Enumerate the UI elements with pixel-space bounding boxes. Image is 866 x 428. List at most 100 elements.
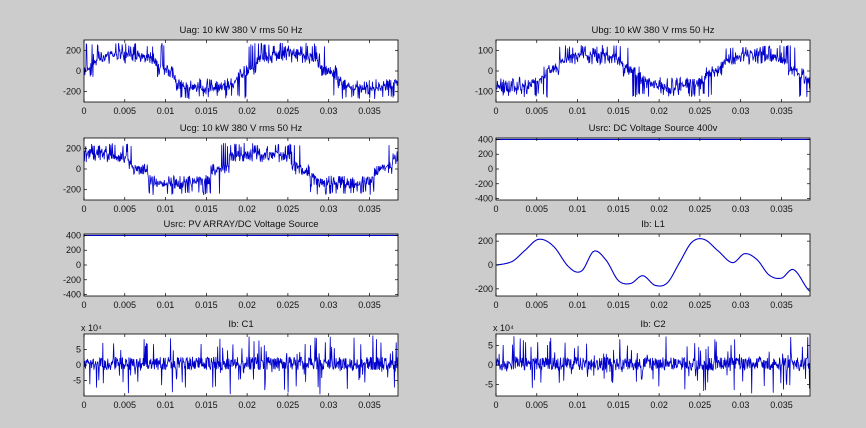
x-tick-label: 0.03 <box>320 300 338 310</box>
x-tick-label: 0.03 <box>320 204 338 214</box>
x-tick-label: 0 <box>493 204 498 214</box>
y-tick-label: 5 <box>76 345 81 355</box>
x-tick-label: 0.025 <box>689 400 712 410</box>
x-tick-label: 0.02 <box>238 106 256 116</box>
x-tick-label: 0.03 <box>320 106 338 116</box>
x-tick-label: 0.015 <box>195 300 218 310</box>
series-line <box>84 142 398 196</box>
y-tick-label: 0 <box>488 360 493 370</box>
x-tick-label: 0 <box>81 300 86 310</box>
x-tick-label: 0.015 <box>195 400 218 410</box>
x-tick-label: 0.03 <box>732 204 750 214</box>
series-line <box>496 336 810 394</box>
x-tick-label: 0.005 <box>114 400 137 410</box>
y-tick-label: -200 <box>63 87 81 97</box>
x-tick-label: 0.01 <box>157 106 175 116</box>
x-tick-label: 0 <box>493 400 498 410</box>
y-tick-label: -5 <box>485 379 493 389</box>
x-tick-label: 0.02 <box>650 106 668 116</box>
plot-area <box>496 40 810 102</box>
subplot-title: Usrc: PV ARRAY/DC Voltage Source <box>163 219 318 230</box>
x-tick-label: 0.005 <box>114 106 137 116</box>
y-tick-label: -200 <box>475 284 493 294</box>
y-tick-label: -400 <box>63 290 81 300</box>
x-tick-label: 0.01 <box>157 300 175 310</box>
x-tick-label: 0.01 <box>569 400 587 410</box>
y-tick-label: 0 <box>76 66 81 76</box>
x-tick-label: 0.03 <box>732 300 750 310</box>
y-tick-label: 0 <box>76 164 81 174</box>
x-tick-label: 0.025 <box>689 204 712 214</box>
x-tick-label: 0.025 <box>689 106 712 116</box>
subplot-title: Ib: C1 <box>228 319 253 330</box>
subplot-usrc-dc: 0 0.005 0.01 0.015 0.02 0.025 0.03 0.035 -400 -20… <box>475 123 811 214</box>
subplot-ubg: 0 0.005 0.01 0.015 0.02 0.025 0.03 0.035-100010… <box>475 25 811 116</box>
subplot-title: Ucg: 10 kW 380 V rms 50 Hz <box>180 123 303 134</box>
subplot-ib-c1: 0 0.005 0.01 0.015 0.02 0.025 0.03 0.035 -5 0 5 Ib:… <box>73 319 399 410</box>
plot-area <box>496 234 810 296</box>
x-tick-label: 0.035 <box>358 400 381 410</box>
x-tick-label: 0.01 <box>157 204 175 214</box>
y-tick-label: 400 <box>478 134 493 144</box>
x-tick-label: 0 <box>493 106 498 116</box>
plot-area <box>496 138 810 200</box>
y-tick-label: 0 <box>76 360 81 370</box>
x-tick-label: 0 <box>81 400 86 410</box>
subplot-title: Usrc: DC Voltage Source 400v <box>589 123 718 134</box>
y-tick-label: 200 <box>478 149 493 159</box>
x-tick-label: 0 <box>493 300 498 310</box>
x-tick-label: 0.015 <box>607 204 630 214</box>
series-line <box>84 42 398 100</box>
y-tick-label: -400 <box>475 194 493 204</box>
x-tick-label: 0.035 <box>770 106 793 116</box>
x-tick-label: 0.005 <box>526 106 549 116</box>
x-tick-label: 0.035 <box>770 400 793 410</box>
x-tick-label: 0.03 <box>732 106 750 116</box>
subplot-title: Ubg: 10 kW 380 V rms 50 Hz <box>591 25 714 36</box>
exponent-label: x 10⁴ <box>81 323 102 333</box>
x-tick-label: 0.03 <box>320 400 338 410</box>
x-tick-label: 0.005 <box>526 204 549 214</box>
x-tick-label: 0.025 <box>277 204 300 214</box>
x-tick-label: 0.015 <box>195 204 218 214</box>
x-tick-label: 0.02 <box>238 204 256 214</box>
subplot-uag: 0 0.005 0.01 0.015 0.02 0.025 0.03 0.035-200020… <box>63 25 399 116</box>
y-tick-label: -200 <box>63 185 81 195</box>
x-tick-label: 0.015 <box>195 106 218 116</box>
x-tick-label: 0.025 <box>277 106 300 116</box>
x-tick-label: 0.01 <box>569 204 587 214</box>
x-tick-label: 0.035 <box>770 204 793 214</box>
y-tick-label: -5 <box>73 376 81 386</box>
x-tick-label: 0.02 <box>238 400 256 410</box>
x-tick-label: 0.005 <box>526 300 549 310</box>
x-tick-label: 0.025 <box>689 300 712 310</box>
x-tick-label: 0.005 <box>114 204 137 214</box>
y-tick-label: 200 <box>66 143 81 153</box>
y-tick-label: 0 <box>76 260 81 270</box>
subplot-title: Ib: C2 <box>640 319 665 330</box>
x-tick-label: 0.01 <box>569 300 587 310</box>
y-tick-label: -100 <box>475 87 493 97</box>
series-line <box>496 44 810 99</box>
x-tick-label: 0 <box>81 204 86 214</box>
x-tick-label: 0.01 <box>569 106 587 116</box>
x-tick-label: 0.01 <box>157 400 175 410</box>
exponent-label: x 10⁴ <box>493 323 514 333</box>
x-tick-label: 0.015 <box>607 106 630 116</box>
subplot-usrc-pv: 0 0.005 0.01 0.015 0.02 0.025 0.03 0.035 -400 -20… <box>63 219 399 310</box>
subplot-ib-c2: 0 0.005 0.01 0.015 0.02 0.025 0.03 0.035 -5 0 5 Ib:… <box>485 319 811 410</box>
y-tick-label: -200 <box>475 179 493 189</box>
x-tick-label: 0.025 <box>277 400 300 410</box>
series-line <box>84 335 398 395</box>
x-tick-label: 0.015 <box>607 300 630 310</box>
x-tick-label: 0.035 <box>358 106 381 116</box>
x-tick-label: 0.02 <box>238 300 256 310</box>
plot-area <box>84 234 398 296</box>
x-tick-label: 0.02 <box>650 300 668 310</box>
subplot-ucg: 0 0.005 0.01 0.015 0.02 0.025 0.03 0.035-200020… <box>63 123 399 214</box>
x-tick-label: 0.02 <box>650 204 668 214</box>
x-tick-label: 0.03 <box>732 400 750 410</box>
x-tick-label: 0.015 <box>607 400 630 410</box>
subplot-ib-l1: 0 0.005 0.01 0.015 0.02 0.025 0.03 0.035-200020… <box>475 219 811 310</box>
y-tick-label: -200 <box>63 275 81 285</box>
